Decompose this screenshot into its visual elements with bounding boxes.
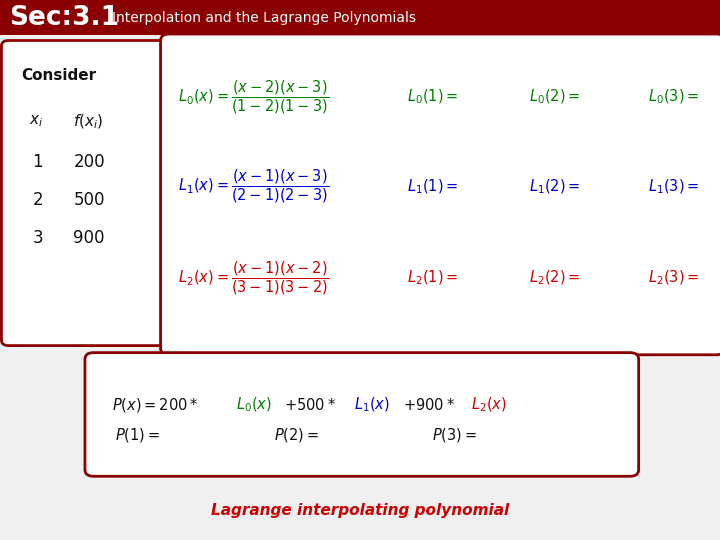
Text: Consider: Consider — [22, 68, 96, 83]
Text: Lagrange interpolating polynomial: Lagrange interpolating polynomial — [211, 503, 509, 518]
FancyBboxPatch shape — [161, 34, 720, 355]
Text: $P(1) =$: $P(1) =$ — [115, 426, 161, 444]
Text: 900: 900 — [73, 228, 105, 247]
Text: $ + 500 * $: $ + 500 * $ — [284, 397, 336, 413]
Text: $ + 900 * $: $ + 900 * $ — [403, 397, 455, 413]
Text: Interpolation and the Lagrange Polynomials: Interpolation and the Lagrange Polynomia… — [112, 11, 415, 24]
Text: $L_0(1) =$: $L_0(1) =$ — [407, 88, 458, 106]
Text: $P(3) =$: $P(3) =$ — [432, 426, 477, 444]
Text: $L_1(2) =$: $L_1(2) =$ — [529, 177, 580, 195]
Text: $L_2(1) =$: $L_2(1) =$ — [407, 269, 458, 287]
FancyBboxPatch shape — [1, 40, 169, 346]
Text: $L_2(2) =$: $L_2(2) =$ — [529, 269, 580, 287]
Text: $P(x) = 200 * $: $P(x) = 200 * $ — [112, 396, 198, 414]
Text: $L_2(x) = \dfrac{(x-1)(x-2)}{(3-1)(3-2)}$: $L_2(x) = \dfrac{(x-1)(x-2)}{(3-1)(3-2)}… — [178, 259, 329, 297]
Text: $L_1(1) =$: $L_1(1) =$ — [407, 177, 458, 195]
Text: $L_1(3) =$: $L_1(3) =$ — [648, 177, 699, 195]
Bar — [0, 0, 720, 35]
Text: 2: 2 — [32, 191, 43, 209]
Text: $L_2(x)$: $L_2(x)$ — [471, 396, 507, 414]
Text: 1: 1 — [32, 153, 43, 171]
Text: $L_0(x)$: $L_0(x)$ — [236, 396, 272, 414]
Text: $L_0(3) =$: $L_0(3) =$ — [648, 88, 699, 106]
Text: $L_1(x) = \dfrac{(x-1)(x-3)}{(2-1)(2-3)}$: $L_1(x) = \dfrac{(x-1)(x-3)}{(2-1)(2-3)}… — [178, 167, 329, 205]
Text: 3: 3 — [32, 228, 43, 247]
Text: 200: 200 — [73, 153, 105, 171]
Text: 500: 500 — [73, 191, 105, 209]
Text: $L_2(3) =$: $L_2(3) =$ — [648, 269, 699, 287]
Text: $P(2) =$: $P(2) =$ — [274, 426, 319, 444]
FancyBboxPatch shape — [85, 353, 639, 476]
Text: $L_0(x) = \dfrac{(x-2)(x-3)}{(1-2)(1-3)}$: $L_0(x) = \dfrac{(x-2)(x-3)}{(1-2)(1-3)}… — [178, 78, 329, 116]
Text: $L_0(2) =$: $L_0(2) =$ — [529, 88, 580, 106]
Text: $f(x_i)$: $f(x_i)$ — [73, 112, 104, 131]
Text: Sec:3.1: Sec:3.1 — [9, 4, 120, 31]
Text: $L_1(x)$: $L_1(x)$ — [354, 396, 390, 414]
Text: $x_i$: $x_i$ — [29, 113, 43, 130]
